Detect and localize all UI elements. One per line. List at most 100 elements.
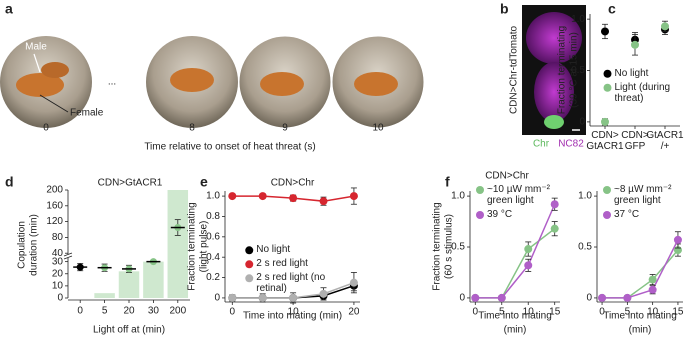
bar [143,261,164,298]
legend-label-box: 2 s red light [256,258,308,270]
x-tick-label: 5 [499,307,505,318]
x-axis-label: (min) [504,325,527,336]
legend-label: 2 s red light [256,258,308,270]
y-tick-label: 120 [46,216,63,227]
y-tick-label: 160 [46,200,63,211]
data-point [289,293,298,302]
data-point [349,278,358,287]
frame-label: 0 [43,123,49,134]
y-tick-label: 0 [459,293,465,304]
legend-label: Light (during threat) [614,81,671,104]
axis-label: Time relative to onset of heat threat (s… [144,142,315,153]
x-tick-label-box: CDN> GFP [621,130,649,152]
y-tick-label: 0 [214,293,220,304]
y-axis-label: Copulation [17,221,28,269]
y-axis-label: Fraction terminating [187,202,198,290]
bar [94,293,115,298]
female-label: Female [70,108,104,119]
legend-label-box: 37 °C [614,209,640,220]
y-tick-label: 30 [52,256,64,267]
x-axis-label: Time into mating [478,311,552,322]
panel-letter: b [500,1,509,17]
x-axis-label: (min) [629,325,652,336]
x-tick-label: 0 [230,307,236,318]
x-tick-label: 20 [123,306,135,317]
legend-marker [476,186,484,194]
y-tick-label: 200 [46,185,63,196]
axis-break [63,255,73,260]
x-tick-label: 5 [625,307,631,318]
x-tick-label: 15 [549,307,561,318]
chart-title: CDN>Chr [485,171,529,182]
bar [118,271,140,298]
legend-label-box: No light [256,244,291,256]
data-point [228,192,237,201]
legend-label: ~10 µW mm⁻² green light [487,184,550,206]
x-tick-label: 10 [647,307,659,318]
bar [167,190,189,298]
x-tick-label: GtACR1 /+ [646,130,684,152]
panel-letter: d [5,174,14,190]
series-line [602,249,679,299]
y-tick-label: 40 [52,248,64,259]
legend-marker [603,83,612,92]
y-tick-label: 10 [52,281,64,292]
x-axis-label: Time into mating (min) [243,311,342,322]
y-axis-label: (39 °C at 15 min) [569,32,580,108]
legend-label: 39 °C [487,209,513,220]
panel-letter: f [445,174,450,190]
x-tick-label: CDN> GtACR1 [586,130,624,152]
panel-letter: a [5,1,13,17]
series-line [475,228,556,299]
data-point [289,194,298,203]
x-tick-label: 0 [473,307,479,318]
y-tick-label: 0 [586,293,592,304]
legend-label: No light [256,244,291,256]
legend-marker [476,211,484,219]
y-tick-label: 1.0 [206,191,220,202]
y-tick-label: 0.5 [571,65,585,76]
y-tick-label: 0.2 [206,272,220,283]
data-point [524,261,533,270]
chart-title: CDN>Chr [271,178,315,189]
legend-label: No light [614,67,649,79]
x-tick-label: 0 [77,306,83,317]
legend-label-box: 2 s red light (no retinal) [256,272,325,294]
legend-marker [603,69,612,78]
data-point [631,40,639,49]
legend-label-box: 39 °C [487,209,513,220]
y-tick-label: 1.0 [451,191,465,202]
brain-image [534,62,574,122]
data-point [228,293,237,302]
data-point [319,197,328,206]
data-point [258,293,267,302]
y-tick-label: 0.8 [206,211,220,222]
data-point [497,293,506,302]
image-label: CDN>Chr-tdTomato [509,26,520,115]
x-axis-label: Light off at (min) [93,325,165,336]
series-line [475,203,556,299]
legend-marker [245,274,254,283]
x-tick-label: 5 [102,306,108,317]
y-axis-label: duration (min) [29,214,40,276]
stain-label: Chr [533,139,550,150]
legend-label: 37 °C [614,209,640,220]
data-point [471,293,480,302]
legend-label: ~8 µW mm⁻² green light [614,184,672,206]
data-point [673,235,682,244]
chart-title: CDN>GtACR1 [98,178,163,189]
y-axis-label: Fraction terminating [557,26,568,114]
y-tick-label: 20 [52,268,64,279]
x-tick-label: 10 [523,307,535,318]
y-tick-label: 0 [57,293,63,304]
legend-label-box: Light (during threat) [614,81,671,104]
data-point [349,192,358,201]
x-tick-label: 10 [288,307,300,318]
y-tick-label: 1.0 [578,191,592,202]
data-point [661,22,669,31]
data-point [601,117,609,126]
y-tick-label: 0.5 [578,242,592,253]
y-tick-label: 80 [52,232,64,243]
data-point [550,224,559,233]
